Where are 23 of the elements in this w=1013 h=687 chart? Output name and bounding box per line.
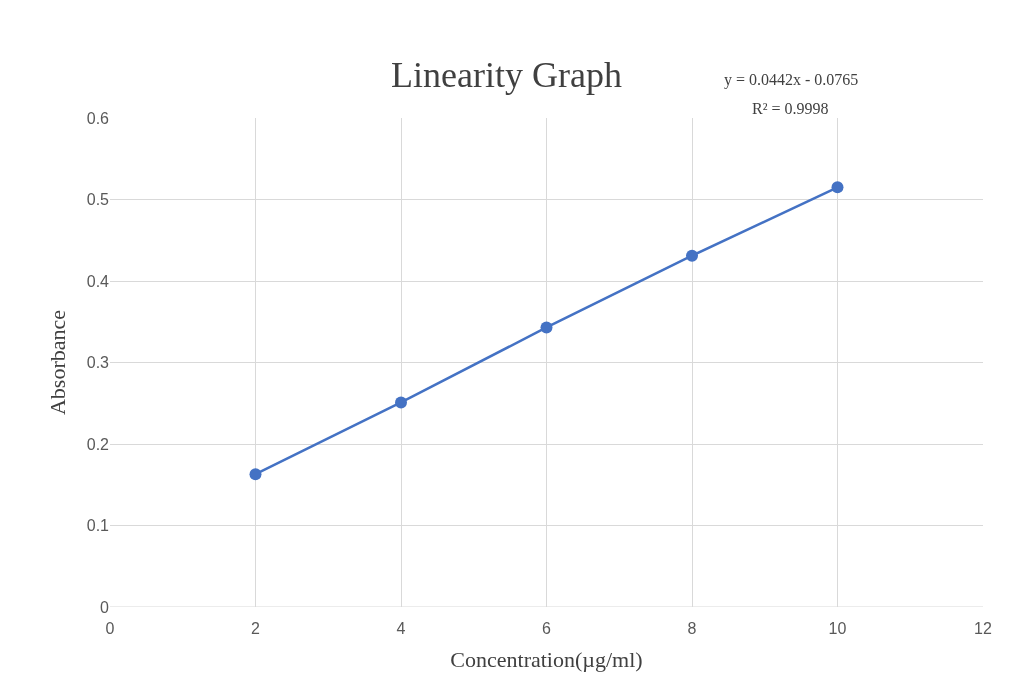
x-tick-label: 2 [251, 620, 261, 637]
y-tick-label: 0.3 [86, 354, 110, 372]
chart-title: Linearity Graph [391, 55, 622, 96]
y-tick-label: 0.2 [86, 435, 110, 453]
point [686, 249, 698, 262]
y-tick-label: 0 [100, 598, 110, 616]
x-tick-label: 10 [828, 620, 847, 637]
x-tick-label: 8 [687, 620, 697, 637]
y-tick-label: 0.6 [86, 109, 110, 127]
y-tick-label: 0.5 [86, 191, 110, 209]
x-tick-label: 6 [542, 620, 552, 637]
point [395, 396, 407, 409]
x-axis-title: Concentration(µg/ml) [450, 646, 643, 672]
y-tick-label: 0.4 [86, 272, 110, 290]
point [249, 468, 262, 481]
text: y = 0.0442x - 0.0765 [724, 71, 859, 89]
y-tick-label: 0.1 [86, 517, 110, 535]
point [540, 321, 553, 334]
y-axis-title: Absorbance [44, 309, 70, 416]
x-tick-label: 4 [396, 620, 406, 637]
point [831, 181, 844, 194]
text: R² = 0.9998 [752, 100, 829, 117]
x-tick-label: 12 [974, 620, 992, 637]
